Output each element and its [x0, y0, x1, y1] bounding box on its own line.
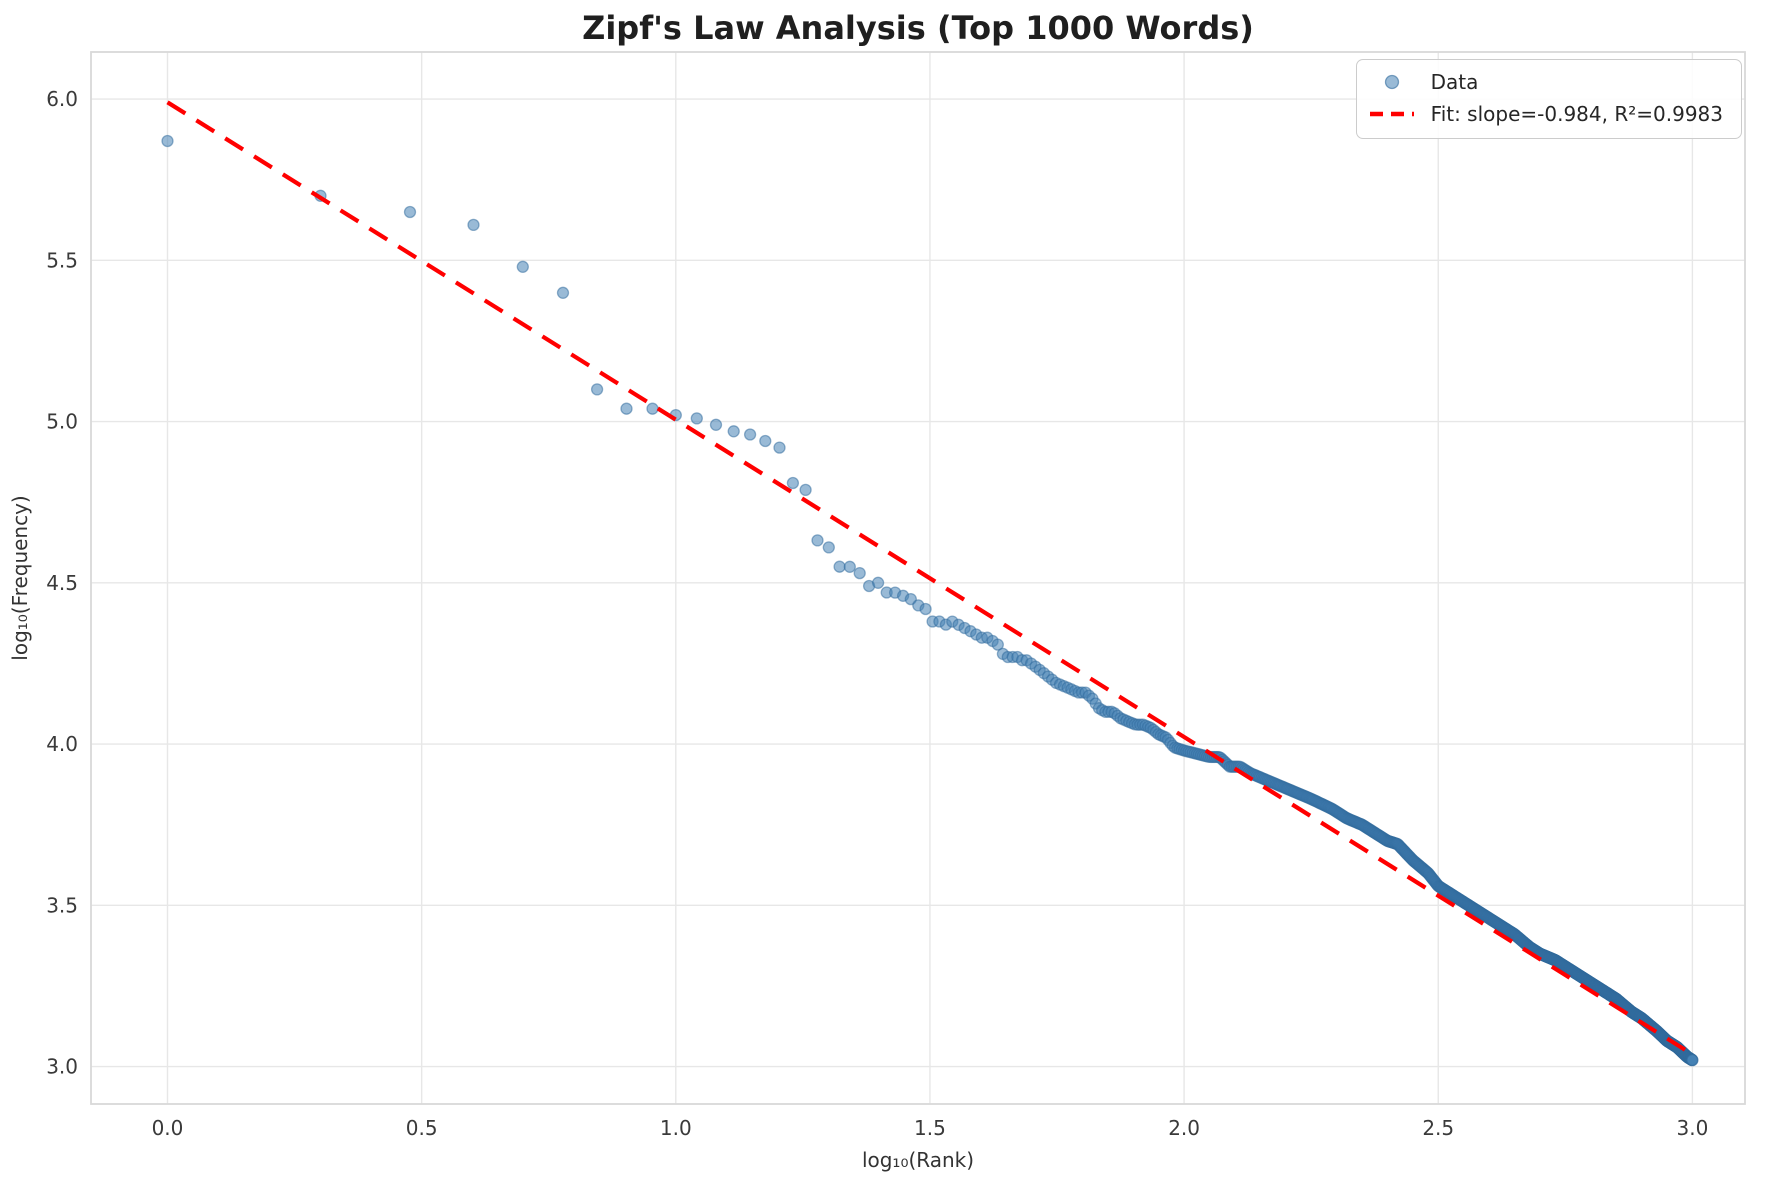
data-point [727, 425, 740, 438]
data-point [467, 218, 480, 232]
x-tick-label: 1.5 [914, 1116, 946, 1140]
x-tick-label: 1.0 [660, 1116, 692, 1140]
legend-label-fit: Fit: slope=-0.984, R²=0.9983 [1430, 102, 1723, 126]
plot-frame [90, 51, 1746, 1105]
data-point [1686, 1053, 1699, 1067]
legend-entry-data: Data [1369, 69, 1723, 95]
y-tick-label: 5.5 [46, 248, 78, 272]
fit-line [166, 100, 1694, 1057]
data-point [799, 483, 812, 497]
chart-title: Zipf's Law Analysis (Top 1000 Words) [582, 9, 1254, 47]
data-point [516, 260, 529, 273]
x-tick-label: 2.0 [1168, 1116, 1200, 1140]
y-tick-labels: 3.0 3.5 4.0 4.5 5.0 5.5 6.0 [46, 87, 78, 1079]
x-tick-labels: 0.0 0.5 1.0 1.5 2.0 2.5 3.0 [152, 1116, 1709, 1140]
data-point [403, 205, 417, 219]
scatter-marker-icon [1369, 72, 1415, 92]
x-axis-label: log₁₀(Rank) [862, 1148, 974, 1172]
y-axis-label: log₁₀(Frequency) [8, 495, 32, 660]
data-point [786, 476, 800, 490]
gridlines [91, 52, 1745, 1104]
data-point [759, 434, 772, 448]
data-point [743, 428, 757, 441]
data-point [991, 638, 1004, 651]
data-point [853, 566, 866, 580]
data-point [646, 402, 659, 415]
x-tick-label: 0.5 [406, 1116, 438, 1140]
y-tick-label: 5.0 [46, 410, 78, 434]
y-tick-label: 4.5 [46, 571, 78, 595]
data-point [709, 418, 723, 431]
data-point [773, 441, 786, 454]
data-point [822, 541, 835, 554]
data-point [590, 383, 604, 396]
data-point [919, 602, 932, 616]
dashed-line-icon [1369, 110, 1415, 118]
x-tick-label: 3.0 [1676, 1116, 1708, 1140]
legend: Data Fit: slope=-0.984, R²=0.9983 [1355, 59, 1742, 139]
data-point [833, 560, 846, 573]
data-point [871, 576, 885, 589]
x-tick-label: 0.0 [152, 1116, 184, 1140]
data-point [161, 134, 174, 148]
legend-label-data: Data [1430, 70, 1479, 94]
data-point [843, 560, 856, 573]
data-point [811, 534, 824, 547]
y-tick-label: 4.0 [46, 732, 78, 756]
data-point [690, 412, 703, 425]
y-tick-label: 3.5 [46, 893, 78, 917]
legend-entry-fit: Fit: slope=-0.984, R²=0.9983 [1369, 101, 1723, 127]
y-tick-label: 3.0 [46, 1055, 78, 1079]
y-tick-label: 6.0 [46, 87, 78, 111]
x-tick-label: 2.5 [1422, 1116, 1454, 1140]
data-scatter-series [161, 134, 1699, 1067]
data-point [620, 402, 633, 415]
data-point [556, 286, 570, 299]
